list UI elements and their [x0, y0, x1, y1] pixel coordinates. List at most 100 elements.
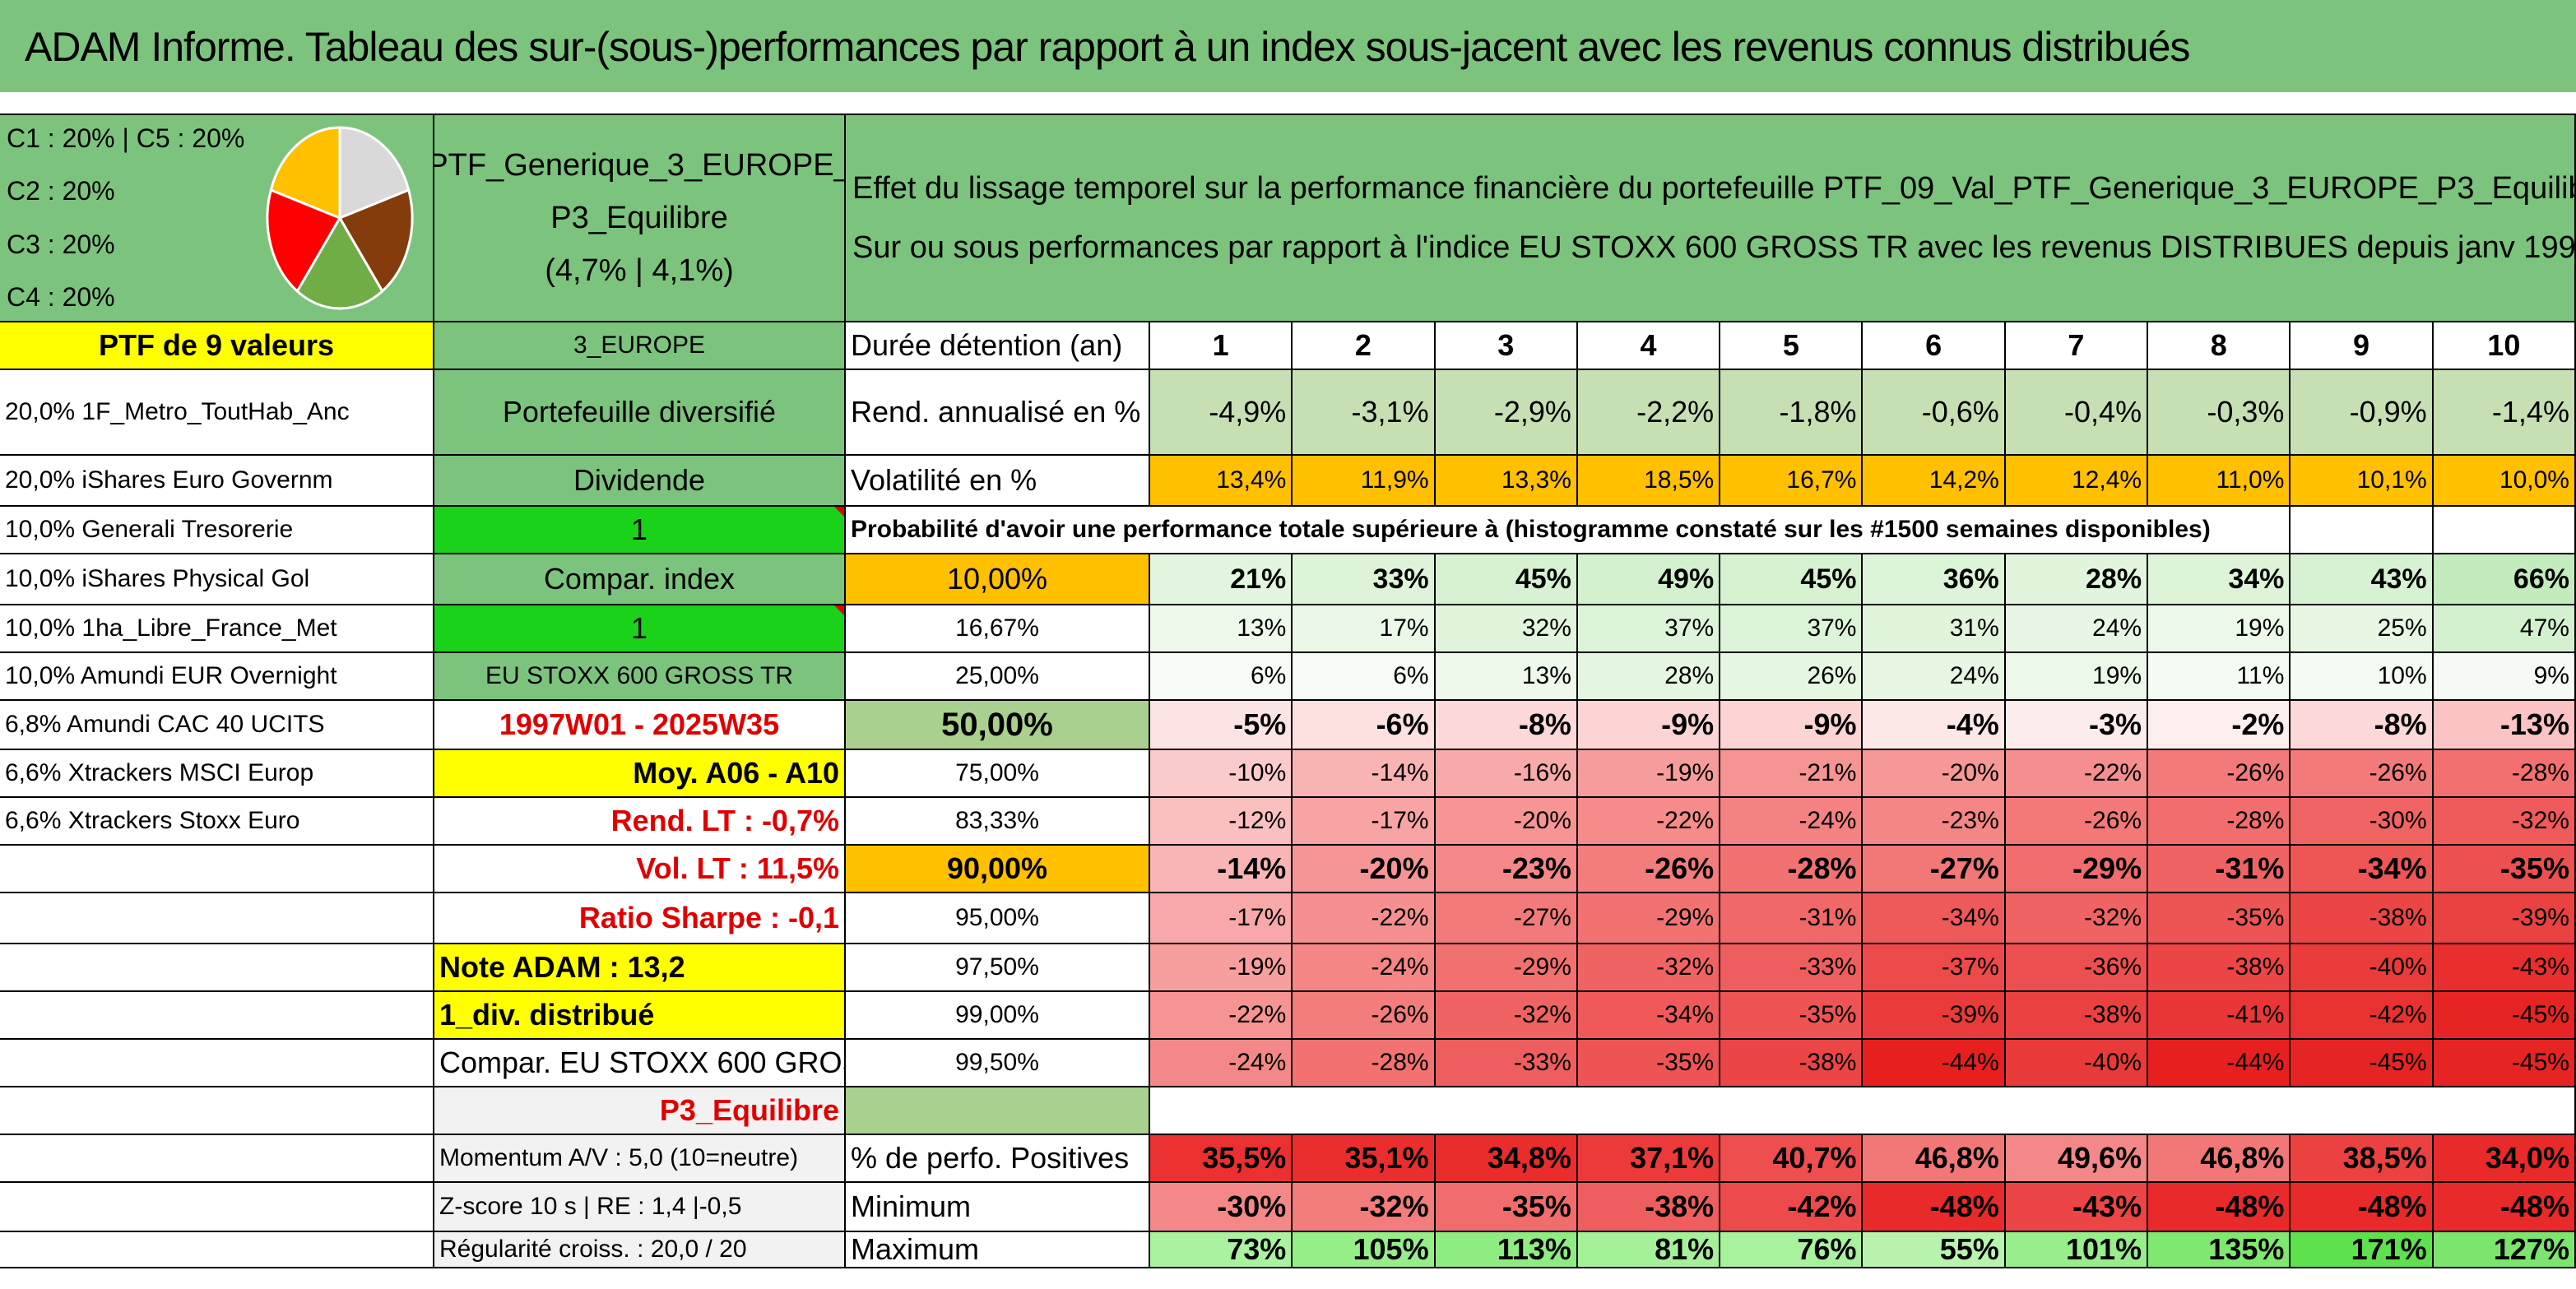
quantile-cell: -35% [2148, 893, 2291, 944]
allocation-item: C1 : 20% | C5 : 20% [7, 123, 245, 153]
quantile-cell: -17% [1150, 893, 1293, 944]
quantile-cell: -5% [1150, 701, 1293, 750]
min-cell: -38% [1577, 1183, 1721, 1232]
allocation-pie-chart [266, 126, 414, 310]
quantile-cell: -20% [1435, 798, 1578, 846]
min-cell: -30% [1150, 1183, 1293, 1232]
year-header: 7 [2005, 322, 2149, 370]
quantile-cell: -43% [2433, 944, 2576, 992]
min-cell: -35% [1435, 1183, 1578, 1232]
description-panel: Effet du lissage temporel sur la perform… [846, 115, 2576, 322]
description-line-2: Sur ou sous performances par rapport à l… [852, 230, 2576, 265]
year-header: 3 [1435, 322, 1578, 370]
rend-cell: -1,4% [2433, 370, 2576, 456]
quantile-cell: -39% [1863, 992, 2006, 1040]
max-cell: 101% [2005, 1232, 2149, 1268]
quantile-cell: -42% [2291, 992, 2434, 1040]
quantile-cell: 45% [1435, 554, 1578, 605]
quantile-cell: -29% [1577, 893, 1721, 944]
index-name: EU STOXX 600 GROSS TR [434, 653, 846, 701]
quantile-label: 25,00% [846, 653, 1150, 701]
pie-slice [337, 188, 414, 294]
quantile-cell: -23% [1863, 798, 2006, 846]
note-label: Note ADAM : 13,2 [434, 944, 846, 992]
year-header: 2 [1293, 322, 1436, 370]
vol-cell: 10,0% [2433, 456, 2576, 507]
pos-cell: 35,5% [1150, 1135, 1293, 1183]
quantile-cell: 47% [2433, 605, 2576, 653]
pos-cell: 35,1% [1293, 1135, 1436, 1183]
quantile-cell: -2% [2148, 701, 2291, 750]
moy-label: Moy. A06 - A10 [434, 750, 846, 798]
allocation-item: C2 : 20% [7, 176, 115, 206]
year-header: 5 [1720, 322, 1864, 370]
pos-cell: 46,8% [1863, 1135, 2006, 1183]
quantile-cell: -34% [2291, 846, 2434, 893]
quantile-cell: -12% [1150, 798, 1293, 846]
pie-slice [338, 126, 411, 220]
report-title: ADAM Informe. Tableau des sur-(sous-)per… [25, 24, 2190, 70]
rend-lt-label: Rend. LT : -0,7% [434, 798, 846, 846]
quantile-cell: -20% [1863, 750, 2006, 798]
quantile-cell: -38% [1720, 1040, 1864, 1087]
rend-cell: -0,3% [2148, 370, 2291, 456]
quantile-cell: -22% [1150, 992, 1293, 1040]
holding-item: 6,6% Xtrackers Stoxx Euro [0, 798, 434, 846]
holding-item: 6,6% Xtrackers MSCI Europ [0, 750, 434, 798]
sharpe-label: Ratio Sharpe : -0,1 [434, 893, 846, 944]
quantile-cell: -37% [1863, 944, 2006, 992]
portfolio-type: Portefeuille diversifié [434, 370, 846, 456]
quantile-cell: -30% [2291, 798, 2434, 846]
quantile-label: 16,67% [846, 605, 1150, 653]
quantile-label: 99,50% [846, 1040, 1150, 1087]
year-header: 1 [1150, 322, 1293, 370]
quantile-cell: 28% [1577, 653, 1721, 701]
rend-cell: -1,8% [1720, 370, 1864, 456]
max-cell: 105% [1293, 1232, 1436, 1268]
quantile-cell: 45% [1720, 554, 1864, 605]
quantile-cell: -45% [2433, 992, 2576, 1040]
quantile-cell: -27% [1435, 893, 1578, 944]
momentum-label: Momentum A/V : 5,0 (10=neutre) [434, 1135, 846, 1183]
pos-cell: 34,0% [2433, 1135, 2576, 1183]
compar-index-value[interactable]: 1 [434, 605, 846, 653]
period-label: 1997W01 - 2025W35 [434, 701, 846, 750]
rend-label: Rend. annualisé en % [846, 370, 1150, 456]
quantile-cell: -40% [2005, 1040, 2149, 1087]
dividende-value[interactable]: 1 [434, 507, 846, 554]
report-title-bar: ADAM Informe. Tableau des sur-(sous-)per… [0, 0, 2576, 97]
quantile-cell: -22% [1293, 893, 1436, 944]
quantile-cell: -38% [2291, 893, 2434, 944]
quantile-cell: 13% [1150, 605, 1293, 653]
rend-cell: -3,1% [1293, 370, 1436, 456]
quantile-cell: -9% [1720, 701, 1864, 750]
empty-cell [0, 1135, 434, 1183]
quantile-cell: -26% [2148, 750, 2291, 798]
quantile-cell: -33% [1435, 1040, 1578, 1087]
allocation-item: C3 : 20% [7, 229, 115, 259]
quantile-cell: -34% [1577, 992, 1721, 1040]
regularite-label: Régularité croiss. : 20,0 / 20 [434, 1232, 846, 1268]
quantile-cell: 21% [1150, 554, 1293, 605]
quantile-label: 75,00% [846, 750, 1150, 798]
empty-cell [0, 893, 434, 944]
year-header: 8 [2148, 322, 2291, 370]
region-label: 3_EUROPE [434, 322, 846, 370]
quantile-cell: -34% [1863, 893, 2006, 944]
quantile-cell: -17% [1293, 798, 1436, 846]
quantile-cell: -36% [2005, 944, 2149, 992]
quantile-cell: -32% [2005, 893, 2149, 944]
quantile-cell: -44% [2148, 1040, 2291, 1087]
empty-cell [0, 846, 434, 893]
quantile-cell: -44% [1863, 1040, 2006, 1087]
rend-cell: -4,9% [1150, 370, 1293, 456]
pos-cell: 37,1% [1577, 1135, 1721, 1183]
quantile-cell: -38% [2005, 992, 2149, 1040]
max-cell: 55% [1863, 1232, 2006, 1268]
max-cell: 113% [1435, 1232, 1578, 1268]
quantile-label: 99,00% [846, 992, 1150, 1040]
max-cell: 81% [1577, 1232, 1721, 1268]
quantile-cell: -4% [1863, 701, 2006, 750]
max-cell: 171% [2291, 1232, 2434, 1268]
dividende-label: Dividende [434, 456, 846, 507]
